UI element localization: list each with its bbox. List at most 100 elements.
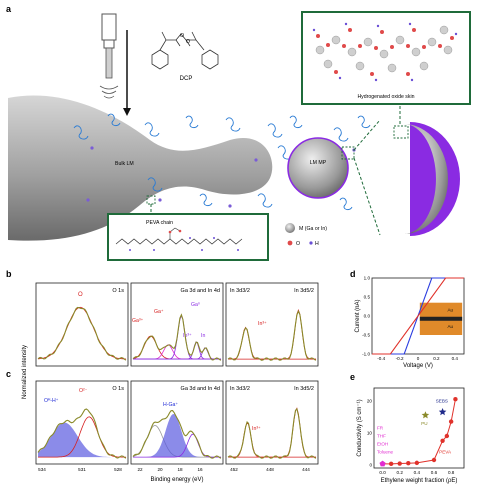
b-in-peak: In³⁺	[258, 321, 267, 327]
e-peva-point	[406, 461, 411, 466]
fit-peak-fill	[38, 422, 126, 458]
b-in-title-left: In 3d3/2	[230, 288, 250, 294]
legend-metal-icon	[285, 223, 295, 233]
chart-d: Au Au 1.0 0.5 0.0 -0.5 -1.0 -0.4 -0.2 0 0.2 0.4 Volt…	[355, 276, 465, 369]
peva-box	[107, 213, 269, 261]
e-label-sebs: SEBS	[436, 398, 448, 403]
panel-c-label: c	[6, 369, 11, 379]
b-ga-peak-4: In³⁺	[183, 333, 192, 339]
d-frame	[371, 277, 465, 355]
d-inset-label-bottom: Au	[447, 324, 453, 329]
c-tick-in-0: 452	[230, 467, 238, 472]
fit-peak	[133, 433, 221, 458]
e-label-pu: PU	[421, 421, 427, 426]
c-xaxis-title: Binding energy (eV)	[150, 477, 203, 483]
e-xtick: 0.8	[448, 470, 455, 475]
legend-hydrogen-icon	[309, 241, 313, 245]
panel-b-spectra	[35, 282, 319, 367]
e-peva-point	[414, 460, 420, 466]
b-ga-peak-1: Ga³⁺	[132, 318, 144, 324]
b-ga-peak-3: Ga⁰	[191, 302, 200, 308]
svg-text:O: O	[180, 33, 184, 39]
spectrum-line	[132, 313, 222, 361]
d-xtick: 0.4	[452, 356, 459, 361]
e-xtick: 0.6	[431, 470, 438, 475]
peva-structure	[115, 238, 243, 245]
c-ga-spectrum	[132, 410, 222, 459]
e-peva-point	[440, 438, 445, 443]
yaxis-title: Normalized intensity	[22, 345, 28, 399]
e-ytick: 20	[367, 398, 373, 403]
e-peva-point	[388, 461, 394, 467]
peva-chain-label: PEVA chain	[146, 220, 173, 226]
c-ga-peak: H-Ga⁺	[163, 402, 178, 408]
bulk-lm-label: Bulk LM	[115, 161, 134, 167]
d-xtick: -0.4	[377, 356, 385, 361]
panel-a-label: a	[6, 4, 12, 14]
b-in-spectrum	[227, 309, 317, 361]
e-xtick: 0.2	[397, 470, 404, 475]
skin-label: Hydrogenated oxide skin	[357, 94, 414, 100]
d-ytick: 1.0	[364, 276, 371, 281]
b-ga-title: Ga 3d and In 4d	[181, 288, 220, 294]
d-ytick: 0.0	[364, 314, 371, 319]
c-in-title-right: In 3d5/2	[294, 386, 314, 392]
svg-text:O: O	[186, 39, 190, 45]
fit-peak	[37, 306, 127, 360]
c-in-peak: In³⁺	[252, 426, 261, 432]
legend-o: O	[296, 241, 300, 247]
d-xlabel: Voltage (V)	[403, 363, 433, 369]
spectrum-line	[37, 408, 127, 459]
legend-oxygen-icon	[287, 240, 293, 246]
c-tick-ga-2: 18	[177, 467, 183, 472]
e-label-thf: THF	[377, 434, 386, 439]
c-o1s-peak-2: O²⁻	[79, 388, 88, 394]
c-tick-o1s-1: 531	[78, 467, 86, 472]
e-peva-point	[397, 461, 402, 466]
e-ylabel: Conductivity (S cm⁻¹)	[357, 399, 363, 456]
e-peva-point	[448, 419, 454, 424]
d-xtick: -0.2	[396, 356, 404, 361]
spectrum-line	[227, 407, 317, 459]
mp-cross-section	[410, 122, 460, 236]
peva-chains	[73, 113, 371, 211]
c-o1s-spectrum	[37, 408, 127, 459]
b-ga-spectrum	[132, 313, 222, 361]
c-tick-o1s-0: 534	[38, 467, 46, 472]
c-tick-ga-0: 22	[137, 467, 143, 472]
e-sebs-point	[438, 408, 447, 416]
c-tick-in-1: 448	[266, 467, 274, 472]
panel-c-spectra	[35, 380, 319, 465]
d-series-1	[372, 277, 464, 355]
spectrum-line	[37, 306, 127, 361]
b-ga-peak-2: Ga⁺	[154, 309, 164, 315]
c-in-spectrum	[227, 407, 317, 459]
d-inset-label-top: Au	[447, 307, 453, 312]
legend-h: H	[315, 241, 319, 247]
panel-b-label: b	[6, 269, 12, 279]
fit-peak	[228, 421, 316, 458]
e-label-etoh: EtOH	[377, 442, 388, 447]
e-peva-point	[444, 433, 450, 439]
c-o1s-title: O 1s	[112, 386, 124, 392]
e-xtick: 0.0	[379, 470, 386, 475]
lm-mp-sphere	[287, 137, 349, 199]
d-ytick: -1.0	[362, 352, 370, 357]
e-peva-point	[431, 457, 437, 463]
c-tick-ga-1: 20	[157, 467, 163, 472]
e-label-fr: FR	[377, 426, 384, 431]
e-ytick: 10	[367, 430, 373, 435]
oxide-skin-box	[301, 11, 471, 105]
fit-peak-fill	[133, 414, 221, 458]
b-in-title-right: In 3d5/2	[294, 288, 314, 294]
e-frame	[373, 387, 465, 469]
oxide-lattice	[312, 22, 458, 82]
panel-d-label: d	[350, 269, 356, 279]
b-o1s-peak: O	[78, 292, 83, 298]
d-ytick: -0.5	[362, 333, 370, 338]
dcp-structure	[151, 31, 219, 70]
d-xtick: 0	[417, 356, 420, 361]
b-o1s-spectrum	[37, 306, 127, 361]
spectrum-line	[227, 309, 317, 361]
e-ytick: 0	[369, 462, 372, 467]
